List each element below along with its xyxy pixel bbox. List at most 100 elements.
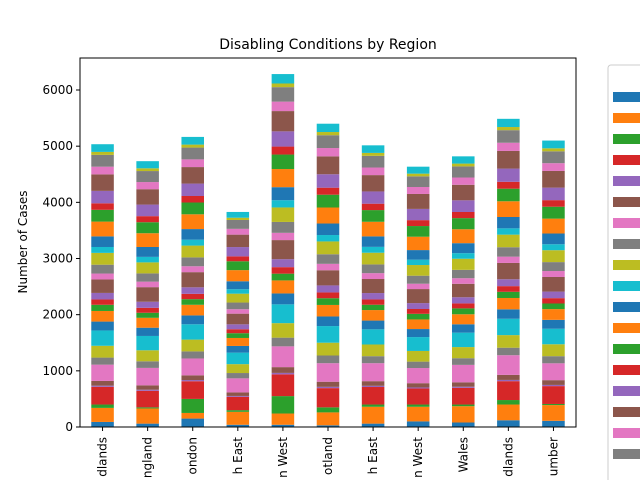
x-tick-label: otland: [321, 437, 335, 475]
bar-segment: [497, 201, 520, 218]
bar-segment: [497, 130, 520, 143]
bar-segment: [542, 319, 565, 329]
bar-segment: [226, 345, 250, 353]
bar-segment: [406, 166, 430, 174]
bar-segment: [542, 170, 565, 188]
bar-segment: [91, 386, 114, 405]
bar-segment: [497, 347, 520, 356]
bar-segment: [181, 293, 204, 300]
bar-segment: [136, 408, 159, 424]
bar-segment: [136, 423, 159, 427]
bar-segment: [452, 314, 475, 325]
bar-segment: [91, 364, 114, 381]
bar-segment: [91, 421, 114, 427]
bar-segment: [406, 236, 430, 251]
x-tick-label: ngland: [141, 437, 155, 478]
bar-segment: [361, 273, 385, 280]
bar-segment: [361, 406, 385, 424]
bar-segment: [181, 375, 204, 381]
bar-segment: [497, 291, 520, 298]
y-tick-label: 1000: [42, 364, 73, 378]
bar-segment: [136, 182, 159, 190]
bar-segment: [497, 404, 520, 421]
bar-segment: [542, 328, 565, 345]
bar-segment: [316, 187, 340, 195]
bar-segment: [181, 339, 204, 352]
bar-segment: [452, 156, 475, 164]
bar-segment: [226, 234, 250, 248]
bar-segment: [452, 278, 475, 284]
bar-segment: [497, 228, 520, 235]
bar-segment: [226, 211, 250, 218]
bar-segment: [271, 273, 295, 281]
bar-segment: [136, 262, 159, 274]
x-tick-label: dlands: [96, 437, 110, 477]
bar-segment: [271, 221, 295, 233]
bar-segment: [406, 406, 430, 422]
bar-segment: [542, 386, 565, 404]
legend-swatch: [613, 134, 640, 144]
bar-segment: [406, 187, 430, 194]
bar-segment: [497, 118, 520, 128]
bar-segment: [136, 204, 159, 217]
bar-segment: [361, 236, 385, 247]
legend-swatch: [613, 428, 640, 438]
bar-segment: [316, 194, 340, 208]
bar-segment: [136, 312, 159, 318]
bar-segment: [91, 299, 114, 305]
bar-segment: [406, 283, 430, 290]
bar-segment: [497, 127, 520, 131]
bar-segment: [361, 210, 385, 222]
bar-segment: [452, 283, 475, 298]
bar-segment: [136, 361, 159, 368]
bar-segment: [271, 187, 295, 201]
bar-segment: [497, 335, 520, 348]
bar-segment: [406, 308, 430, 314]
bar-segment: [136, 171, 159, 183]
bar-segment: [181, 380, 204, 382]
bar-segment: [316, 207, 340, 224]
bar-segment: [226, 313, 250, 325]
bar-segment: [136, 256, 159, 263]
bar-segment: [542, 151, 565, 164]
bar-segment: [91, 330, 114, 346]
bar-segment: [226, 411, 250, 425]
bar-segment: [181, 144, 204, 148]
bar-segment: [91, 321, 114, 331]
bar-segment: [361, 329, 385, 345]
bar-segment: [226, 261, 250, 271]
bar-segment: [226, 302, 250, 310]
bar-segment: [542, 206, 565, 219]
bar-segment: [136, 189, 159, 205]
bar-segment: [271, 267, 295, 274]
bar-segment: [452, 297, 475, 304]
bar-segment: [271, 337, 295, 347]
bar-segment: [271, 374, 295, 397]
bar-segment: [452, 386, 475, 388]
bar-segment: [271, 240, 295, 260]
bar-segment: [271, 111, 295, 132]
bar-segment: [406, 250, 430, 260]
bar-segment: [361, 363, 385, 382]
bar-segment: [136, 327, 159, 336]
bar-segment: [542, 303, 565, 310]
bar-segment: [361, 299, 385, 305]
bar-segment: [452, 177, 475, 185]
bar-segment: [497, 420, 520, 427]
bar-segment: [136, 273, 159, 282]
bar-segment: [542, 384, 565, 387]
legend-swatch: [613, 113, 640, 123]
bar-segment: [361, 221, 385, 237]
bar-segment: [316, 270, 340, 286]
bar-segment: [316, 156, 340, 175]
bar-segment: [136, 216, 159, 223]
x-tick-label: Wales: [456, 437, 470, 472]
bar-segment: [91, 273, 114, 280]
bar-segment: [542, 420, 565, 427]
bar-segment: [136, 389, 159, 391]
legend-swatch: [613, 386, 640, 396]
bar-segment: [361, 145, 385, 153]
bar-segment: [452, 253, 475, 259]
bar-segment: [271, 304, 295, 324]
bar-segment: [91, 174, 114, 191]
